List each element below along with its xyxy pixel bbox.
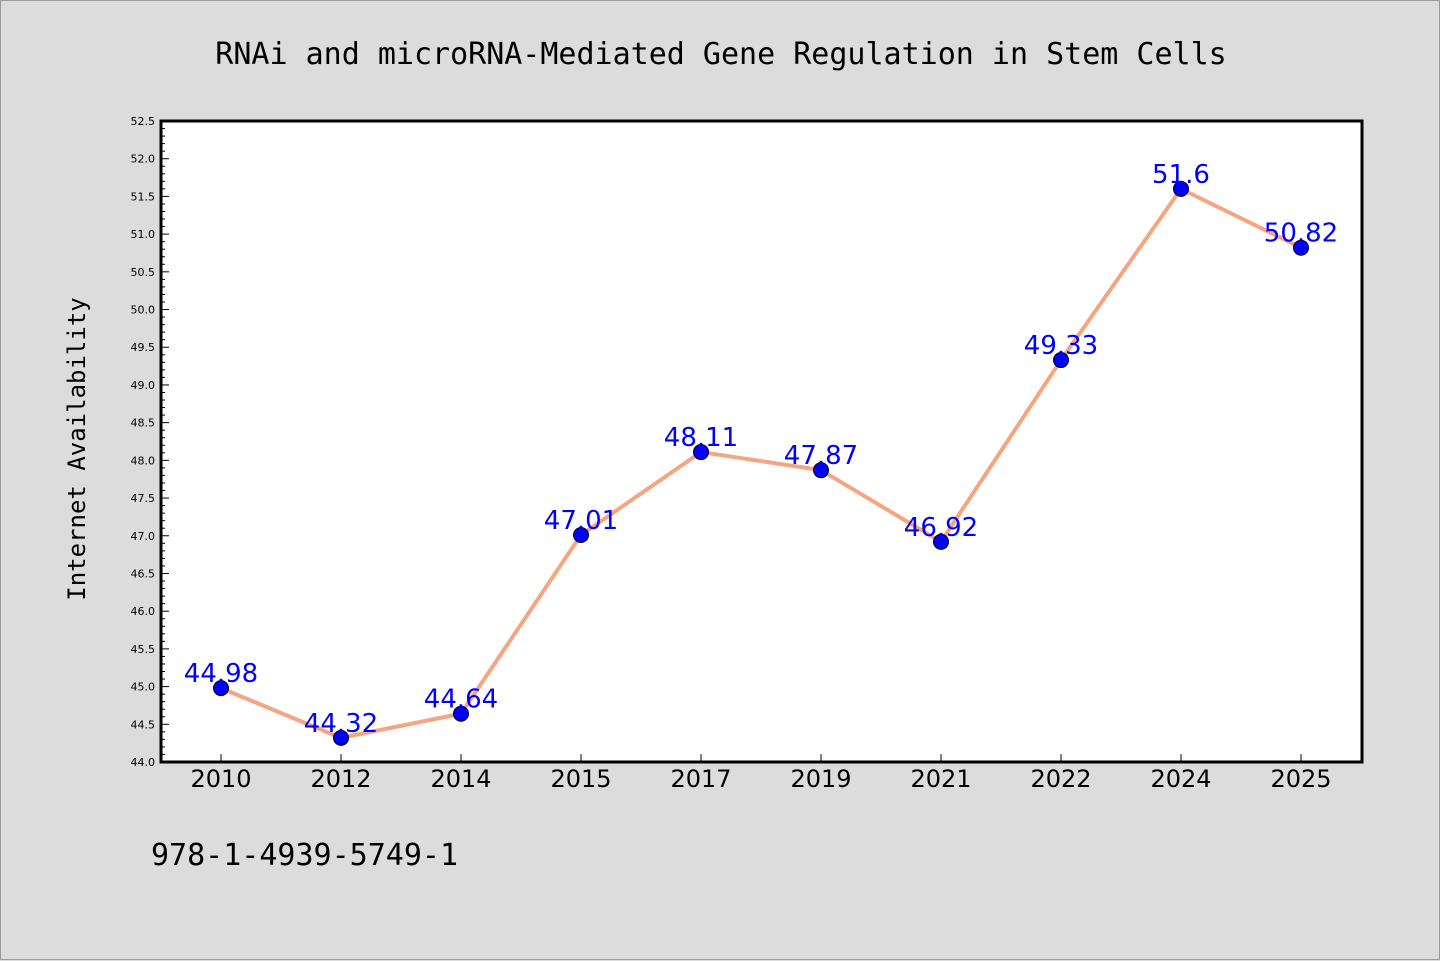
y-tick-label: 46.5	[131, 567, 156, 580]
x-tick-label: 2021	[910, 765, 971, 793]
y-tick-label: 46.0	[131, 605, 156, 618]
data-point	[333, 729, 349, 746]
data-label: 47.87	[784, 441, 858, 471]
x-tick-label: 2014	[430, 765, 491, 793]
y-tick-label: 50.0	[131, 304, 156, 317]
data-point	[573, 527, 589, 544]
data-point	[1173, 180, 1189, 197]
y-tick-label: 51.0	[131, 228, 156, 241]
y-axis-label: Internet Availability	[63, 297, 91, 600]
y-tick-label: 48.0	[131, 454, 156, 467]
isbn-footer: 978-1-4939-5749-1	[151, 838, 458, 873]
y-tick-label: 45.5	[131, 643, 156, 656]
y-tick-label: 50.5	[131, 266, 156, 279]
y-tick-label: 51.5	[131, 190, 156, 203]
series-layer: 44.98 44.32 44.64 47.01 48.11 47.87 46.92 49.33…	[184, 160, 1338, 746]
y-tick-label: 49.5	[131, 341, 156, 354]
y-tick-label: 52.5	[131, 115, 156, 128]
data-point	[933, 533, 949, 550]
plot-area	[161, 121, 1362, 762]
y-tick-label: 44.0	[131, 756, 156, 769]
data-label: 51.6	[1152, 160, 1210, 190]
y-tick-label: 45.0	[131, 681, 156, 694]
x-tick-label: 2010	[190, 765, 251, 793]
data-label: 46.92	[904, 513, 978, 543]
data-label: 49.33	[1024, 331, 1098, 361]
y-tick-label: 52.0	[131, 153, 156, 166]
data-point	[213, 680, 229, 697]
data-point	[693, 444, 709, 461]
x-tick-label: 2019	[790, 765, 851, 793]
y-tick-label: 47.0	[131, 530, 156, 543]
y-tick-label: 47.5	[131, 492, 156, 505]
series-line	[220, 186, 1302, 740]
x-tick-label: 2024	[1150, 765, 1211, 793]
y-tick-label: 44.5	[131, 718, 156, 731]
x-tick-label: 2022	[1030, 765, 1091, 793]
x-tick-label: 2017	[670, 765, 731, 793]
y-tick-label: 49.0	[131, 379, 156, 392]
y-tick-label: 48.5	[131, 417, 156, 430]
data-point	[453, 705, 469, 722]
x-axis: 2010 2012 2014 2015 2017 2019 2021 2022 2024 2025	[190, 754, 1332, 793]
chart-title: RNAi and microRNA-Mediated Gene Regulati…	[215, 37, 1226, 72]
data-label: 50.82	[1264, 219, 1338, 249]
data-label: 44.98	[184, 659, 258, 689]
data-point	[1293, 239, 1309, 256]
x-tick-label: 2025	[1270, 765, 1331, 793]
plot-border	[159, 119, 1364, 764]
data-label: 48.11	[664, 423, 738, 453]
x-tick-label: 2012	[310, 765, 371, 793]
x-tick-label: 2015	[550, 765, 611, 793]
data-label: 44.32	[304, 709, 378, 739]
data-point	[813, 462, 829, 479]
data-label: 44.64	[424, 685, 498, 715]
data-point	[1053, 352, 1069, 369]
data-label: 47.01	[544, 506, 618, 536]
